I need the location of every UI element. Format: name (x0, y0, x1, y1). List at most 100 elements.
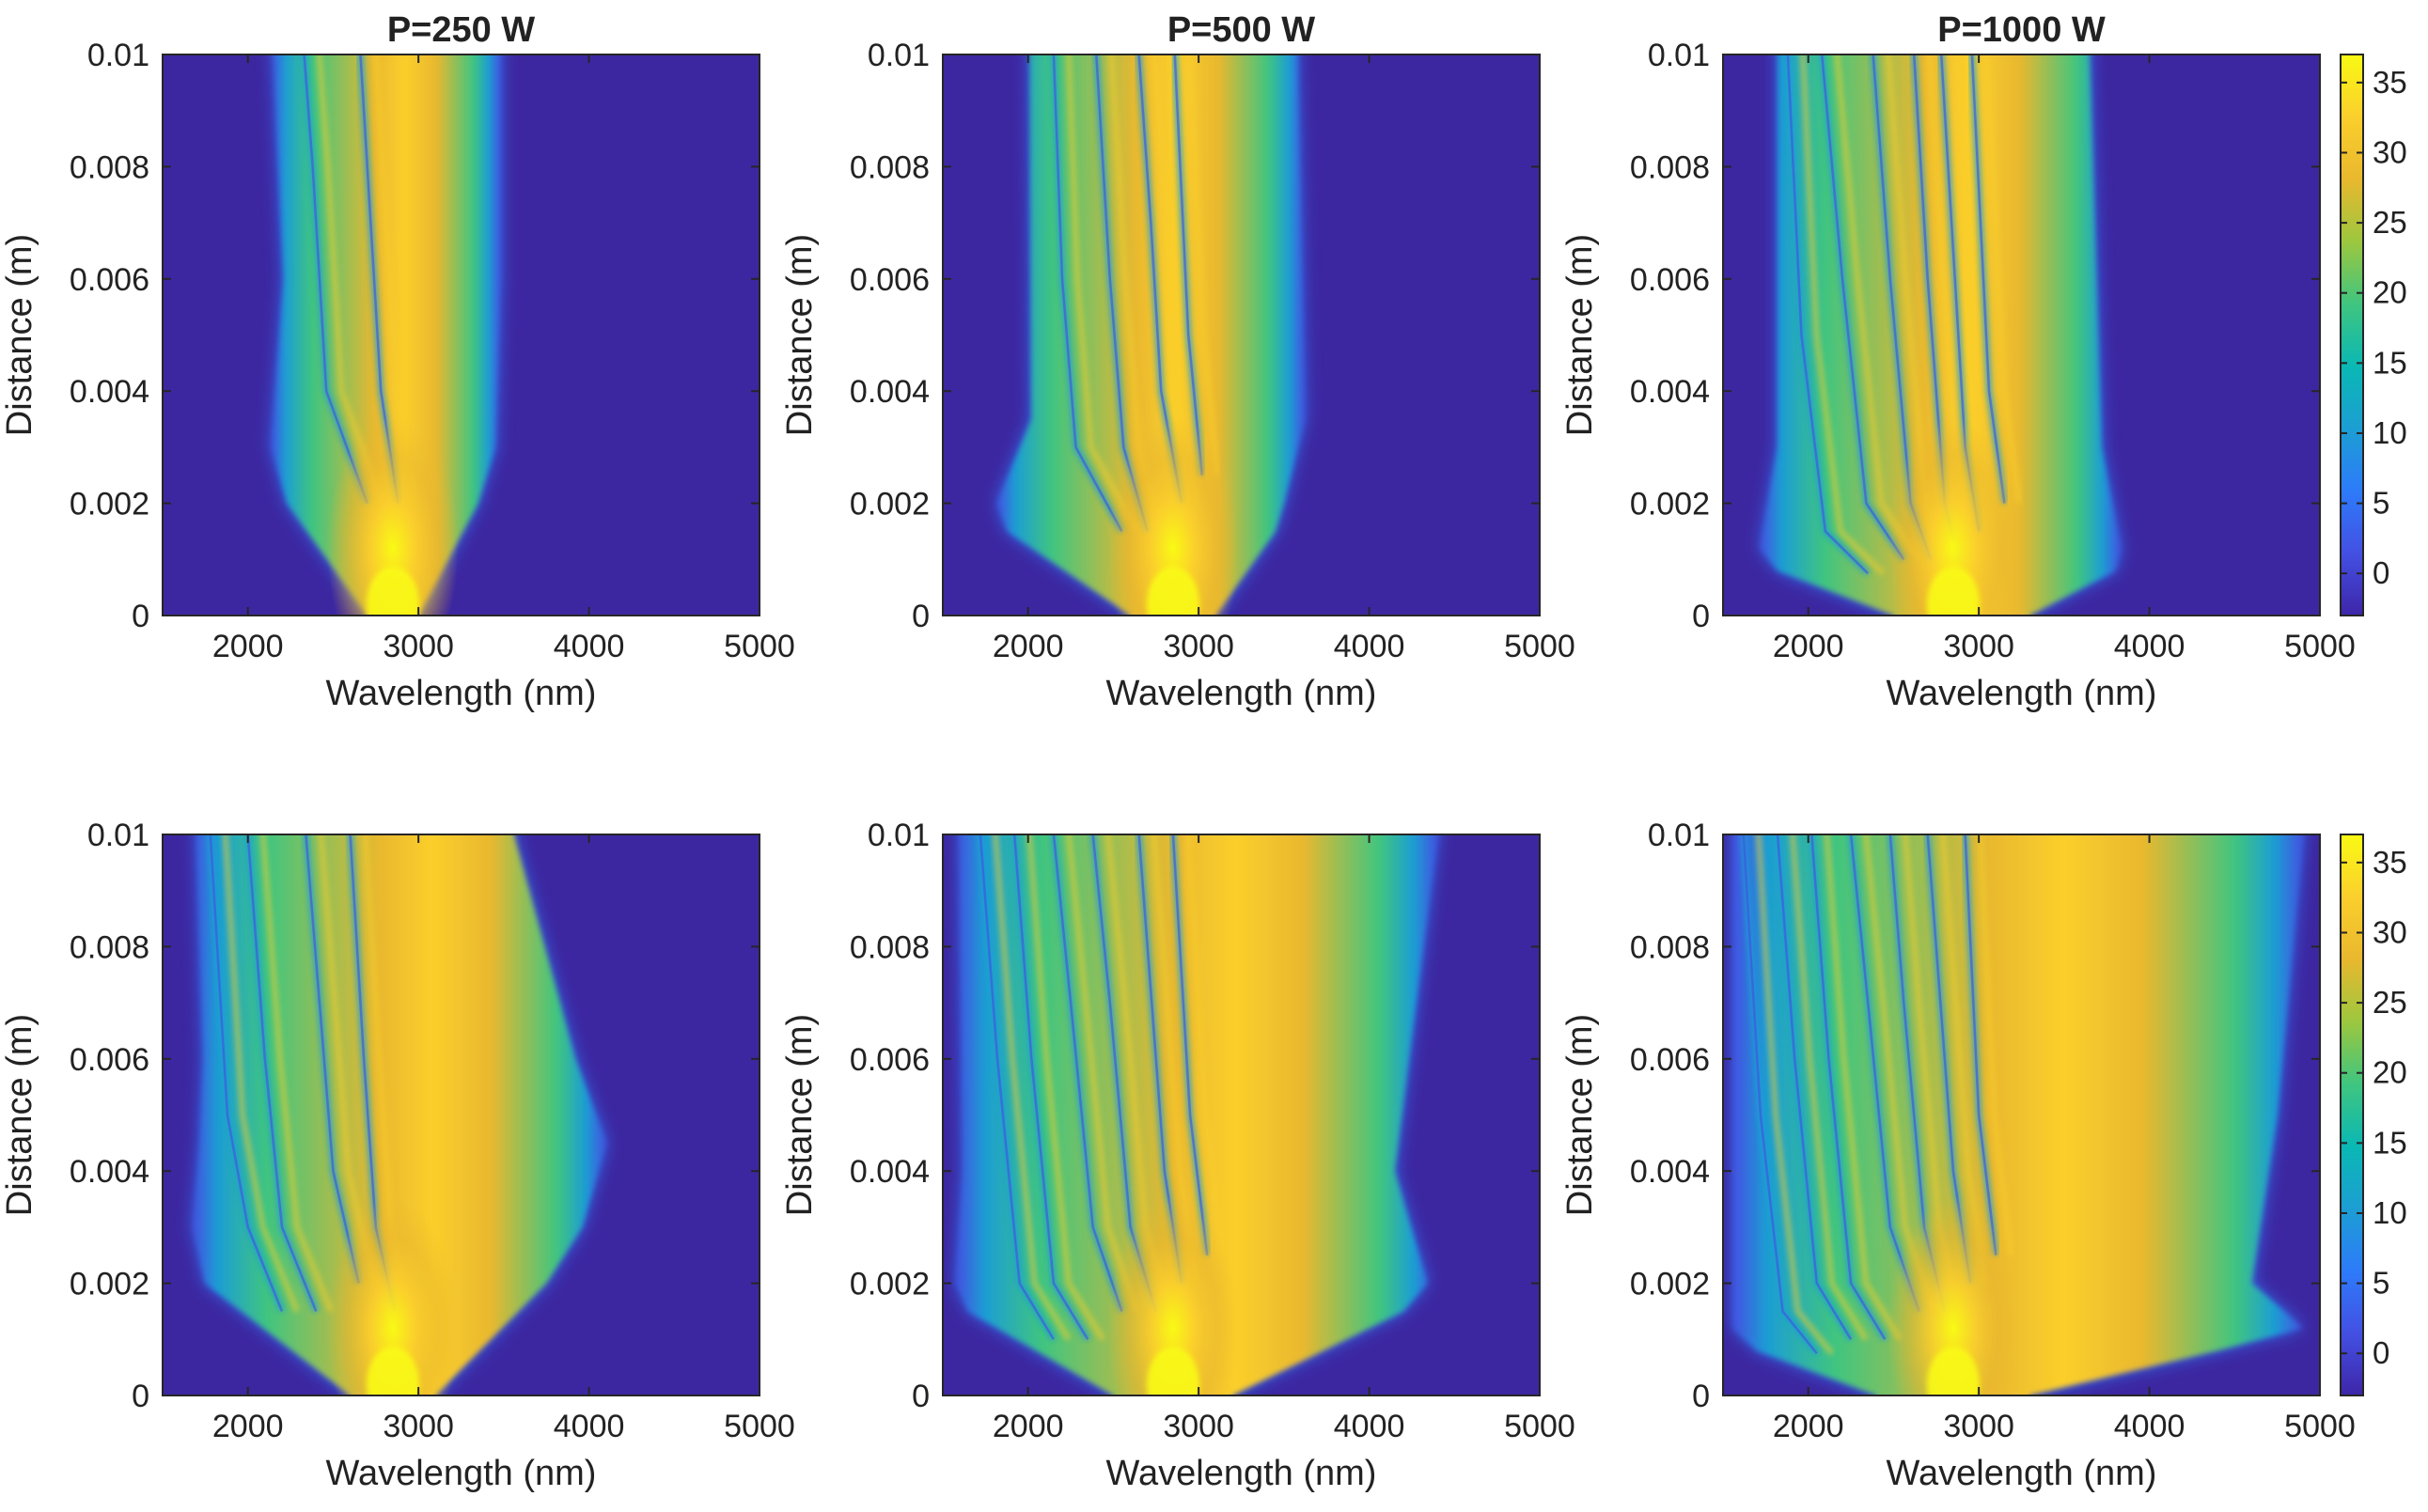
plume-envelope (956, 834, 1438, 1395)
bright-stripe (222, 834, 300, 1313)
y-tick-label: 0.002 (850, 487, 930, 522)
x-tick-label: 4000 (2114, 1409, 2185, 1444)
pump-peak (1146, 1347, 1199, 1395)
x-axis-label: Wavelength (nm) (1887, 1454, 2157, 1493)
x-tick-label: 3000 (1943, 1409, 2014, 1444)
fringe-core (1776, 834, 1853, 1340)
y-tick-label: 0.01 (1648, 818, 1710, 853)
x-tick-label: 3000 (383, 629, 454, 664)
x-tick-label: 5000 (2284, 629, 2356, 664)
colorbar-tick-label: 20 (2373, 275, 2407, 310)
y-tick-label: 0.01 (868, 38, 930, 73)
y-tick-label: 0.006 (70, 1042, 149, 1078)
pump-hotspot (1106, 416, 1239, 616)
y-tick-label: 0.008 (70, 149, 149, 185)
y-tick-label: 0.01 (87, 818, 149, 853)
colorbar-tick-label: 35 (2373, 845, 2407, 880)
pump-peak (1926, 567, 1980, 616)
colorbar-tick-label: 0 (2373, 555, 2389, 590)
bright-stripe (1065, 834, 1140, 1313)
axes-frame (942, 834, 1541, 1396)
panel-1-3: 2000 3000 4000 5000 0 0.002 0.004 0.006 0.008 0.0… (1560, 10, 2356, 713)
fringe-core (1820, 55, 1905, 560)
plume-envelope (1732, 834, 2303, 1395)
pump-hotspot (1887, 416, 2019, 616)
x-axis-label: Wavelength (nm) (326, 674, 597, 713)
y-tick-label: 0 (912, 1379, 930, 1414)
y-tick-label: 0.004 (1630, 1154, 1710, 1190)
y-tick-label: 0.006 (850, 262, 930, 298)
colorbar-tick-label: 10 (2373, 415, 2407, 450)
x-axis-label: Wavelength (nm) (1106, 1454, 1377, 1493)
x-axis-label: Wavelength (nm) (326, 1454, 597, 1493)
heatmap-body (956, 834, 1438, 1395)
bright-stripe (1790, 834, 1869, 1341)
x-tick-label: 4000 (1334, 629, 1405, 664)
y-axis-label: Distance (m) (1560, 1014, 1600, 1216)
axes-frame (162, 54, 760, 616)
y-tick-label: 0.008 (1630, 929, 1710, 965)
panel-2-1: 2000 3000 4000 5000 0 0.002 0.004 0.006 0.008 0.0… (0, 818, 795, 1493)
x-tick-label: 4000 (1334, 1409, 1405, 1444)
heatmap-body (1760, 55, 2121, 616)
y-tick-label: 0.008 (70, 929, 149, 965)
fringe-core (1052, 834, 1123, 1312)
fringe-core (303, 55, 368, 505)
colorbar-gradient (2340, 54, 2364, 616)
y-tick-label: 0.004 (1630, 374, 1710, 410)
panel-title: P=1000 W (1937, 10, 2106, 50)
y-tick-label: 0.006 (850, 1042, 930, 1078)
heatmap-body (997, 55, 1305, 616)
x-tick-label: 3000 (1163, 629, 1234, 664)
fringe-core (246, 834, 318, 1312)
y-tick-label: 0.002 (70, 487, 149, 522)
x-tick-label: 2000 (993, 629, 1064, 664)
x-axis-label: Wavelength (nm) (1887, 674, 2157, 713)
y-tick-label: 0.01 (868, 818, 930, 853)
panel-title: P=500 W (1167, 10, 1315, 50)
panel-1-1: 2000 3000 4000 5000 0 0.002 0.004 0.006 0.008 0.0… (0, 10, 795, 713)
y-tick-label: 0.004 (70, 374, 149, 410)
fringe-core (305, 834, 360, 1284)
x-tick-label: 4000 (554, 629, 625, 664)
pump-hotspot (1887, 1196, 2019, 1395)
bright-stripe (1186, 55, 1220, 476)
y-axis-label: Distance (m) (1560, 234, 1600, 436)
bright-stripe (1824, 834, 1903, 1341)
y-tick-label: 0.006 (70, 262, 149, 298)
colorbar-tick-label: 25 (2373, 205, 2407, 240)
y-tick-label: 0 (1692, 599, 1710, 634)
x-tick-label: 3000 (383, 1409, 454, 1444)
fringe-core (1052, 55, 1123, 533)
y-tick-label: 0.008 (1630, 149, 1710, 185)
colorbar-tick-label: 5 (2373, 1266, 2389, 1301)
heatmap-body (1732, 834, 2303, 1395)
x-tick-label: 4000 (2114, 629, 2185, 664)
fringe-core (1970, 55, 2006, 504)
bright-stripe (1755, 834, 1835, 1356)
bright-stripe (992, 834, 1072, 1341)
bright-stripe (1026, 834, 1105, 1341)
heatmap-body (193, 834, 606, 1395)
colorbar-2: 35 30 25 20 15 10 5 0 (2340, 834, 2407, 1396)
y-tick-label: 0.004 (70, 1154, 149, 1190)
y-tick-label: 0 (132, 1379, 149, 1414)
bright-stripe (259, 834, 335, 1313)
bright-stripe (1977, 834, 2014, 1256)
axes-frame (942, 54, 1541, 616)
x-tick-label: 3000 (1163, 1409, 1234, 1444)
panels-layer: 2000 3000 4000 5000 0 0.002 0.004 0.006 0.008 0.0… (0, 10, 2356, 1493)
fringe-core (209, 834, 284, 1312)
y-tick-label: 0.002 (850, 1267, 930, 1302)
panel-title: P=250 W (387, 10, 535, 50)
axes-frame (1722, 54, 2321, 616)
y-tick-label: 0.002 (70, 1267, 149, 1302)
colorbar-tick-label: 5 (2373, 486, 2389, 521)
x-tick-label: 5000 (724, 629, 795, 664)
bright-stripe (1983, 55, 2023, 505)
y-tick-label: 0.002 (1630, 1267, 1710, 1302)
y-tick-label: 0.004 (850, 1154, 930, 1190)
y-tick-label: 0.008 (850, 149, 930, 185)
colorbar-tick-label: 15 (2373, 345, 2407, 380)
